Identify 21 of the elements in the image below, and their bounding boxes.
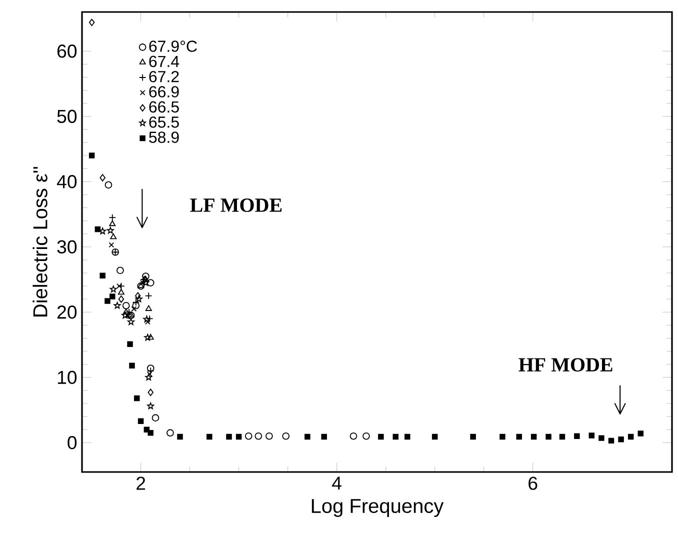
y-tick-label: 20 [57,306,77,319]
legend-label: 67.9°C [149,40,197,52]
x-tick-label: 6 [528,476,538,490]
legend-label: 67.2 [149,70,179,82]
y-tick-label: 50 [57,110,77,124]
annotation: HF MODE [518,358,612,372]
x-tick-label: 2 [136,476,146,490]
y-axis-title: Dielectric Loss ε'' [32,166,48,316]
annotation: LF MODE [190,198,282,212]
x-tick-label: 4 [332,476,342,490]
y-tick-label: 0 [68,436,77,450]
y-tick-label: 60 [57,44,77,58]
x-axis-title: Log Frequency [312,499,444,517]
y-tick-label: 40 [56,175,77,188]
legend-label: 66.9 [149,86,179,98]
legend-label: 58.9 [149,132,179,143]
legend-label: 66.5 [149,101,179,113]
y-tick-label: 10 [58,370,77,384]
legend-label: 67.4 [149,56,180,68]
legend-label: 65.5 [149,116,179,128]
y-tick-label: 30 [57,240,77,254]
